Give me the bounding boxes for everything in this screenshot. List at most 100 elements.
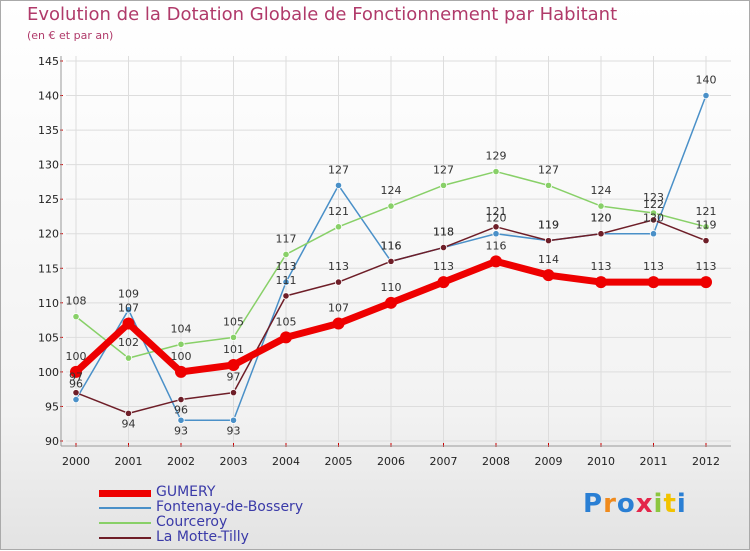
data-point xyxy=(702,91,710,100)
x-tick-label: 2000 xyxy=(62,455,90,468)
legend-label: Fontenay-de-Bossery xyxy=(156,499,304,515)
data-point xyxy=(72,313,80,321)
data-point xyxy=(439,181,448,189)
data-point xyxy=(177,416,185,424)
data-label: 97 xyxy=(69,371,83,384)
legend-label: Courceroy xyxy=(156,514,228,530)
logo-letter: r xyxy=(603,489,617,519)
data-label: 113 xyxy=(276,260,297,273)
x-tick-label: 2004 xyxy=(272,455,300,468)
data-point xyxy=(649,216,658,224)
y-tick-label: 130 xyxy=(38,159,59,172)
data-label: 111 xyxy=(276,274,297,287)
data-label: 118 xyxy=(433,226,454,239)
y-tick-label: 110 xyxy=(38,297,59,310)
data-label: 101 xyxy=(223,343,244,356)
data-label: 105 xyxy=(223,315,244,328)
data-label: 107 xyxy=(328,302,349,315)
data-label: 113 xyxy=(328,260,349,273)
chart-subtitle: (en € et par an) xyxy=(27,29,114,42)
y-tick-label: 145 xyxy=(38,55,59,68)
data-point xyxy=(124,354,133,362)
data-label: 121 xyxy=(328,205,349,218)
data-label: 121 xyxy=(486,205,507,218)
data-label: 96 xyxy=(69,378,83,391)
data-point xyxy=(124,409,133,417)
data-label: 120 xyxy=(591,212,612,225)
data-label: 110 xyxy=(381,281,402,294)
data-label: 120 xyxy=(486,212,507,225)
data-label: 116 xyxy=(381,239,402,252)
data-point xyxy=(282,250,290,259)
data-point xyxy=(282,292,290,300)
data-point xyxy=(334,223,343,231)
data-point xyxy=(175,365,187,378)
data-point xyxy=(492,167,500,176)
data-point xyxy=(229,416,238,424)
logo-letter: P xyxy=(583,489,604,519)
data-label: 100 xyxy=(171,350,192,363)
y-tick-label: 90 xyxy=(45,435,59,448)
x-tick-label: 2001 xyxy=(115,455,143,468)
legend-swatch xyxy=(99,490,151,497)
data-point xyxy=(177,395,185,404)
data-label: 127 xyxy=(538,163,559,176)
data-point xyxy=(229,389,238,397)
y-tick-label: 115 xyxy=(38,262,59,275)
data-point xyxy=(702,223,710,231)
data-label: 124 xyxy=(381,184,402,197)
data-point xyxy=(334,278,343,286)
data-label: 107 xyxy=(118,302,139,315)
data-label: 120 xyxy=(591,212,612,225)
data-label: 113 xyxy=(643,260,664,273)
data-point xyxy=(177,340,185,348)
x-tick-label: 2005 xyxy=(325,455,353,468)
data-point xyxy=(595,276,607,289)
data-label: 109 xyxy=(118,288,139,301)
legend-swatch xyxy=(99,507,151,509)
data-point xyxy=(439,243,448,252)
y-tick-label: 105 xyxy=(38,331,59,344)
chart-title: Evolution de la Dotation Globale de Fonc… xyxy=(27,4,618,25)
data-point xyxy=(229,333,238,341)
data-point xyxy=(334,181,343,189)
data-label: 108 xyxy=(66,295,87,308)
data-point xyxy=(542,269,555,282)
data-point xyxy=(649,230,658,238)
x-tick-label: 2002 xyxy=(167,455,195,468)
x-tick-label: 2003 xyxy=(220,455,248,468)
data-point xyxy=(544,181,553,189)
legend-swatch xyxy=(99,522,151,524)
data-point xyxy=(490,255,502,268)
data-point xyxy=(70,365,82,378)
legend-label: GUMERY xyxy=(156,484,216,500)
data-label: 97 xyxy=(227,371,241,384)
x-tick-label: 2008 xyxy=(482,455,510,468)
data-label: 121 xyxy=(696,205,717,218)
data-point xyxy=(122,317,135,330)
data-point xyxy=(72,389,80,397)
data-label: 102 xyxy=(118,336,139,349)
data-point xyxy=(492,230,500,238)
data-label: 96 xyxy=(174,404,188,417)
data-label: 119 xyxy=(538,219,559,232)
data-label: 114 xyxy=(538,253,559,266)
data-point xyxy=(72,395,80,404)
data-label: 104 xyxy=(171,322,192,335)
data-label: 124 xyxy=(591,184,612,197)
data-label: 127 xyxy=(433,163,454,176)
data-point xyxy=(492,223,500,231)
data-label: 105 xyxy=(276,315,297,328)
data-point xyxy=(280,331,292,344)
data-label: 113 xyxy=(696,260,717,273)
data-point xyxy=(387,202,395,210)
data-point xyxy=(227,359,240,371)
logo-letter: i xyxy=(676,489,687,519)
data-point xyxy=(437,276,450,289)
data-label: 113 xyxy=(433,260,454,273)
data-point xyxy=(700,276,712,289)
data-point xyxy=(647,276,660,289)
x-tick-label: 2009 xyxy=(535,455,563,468)
